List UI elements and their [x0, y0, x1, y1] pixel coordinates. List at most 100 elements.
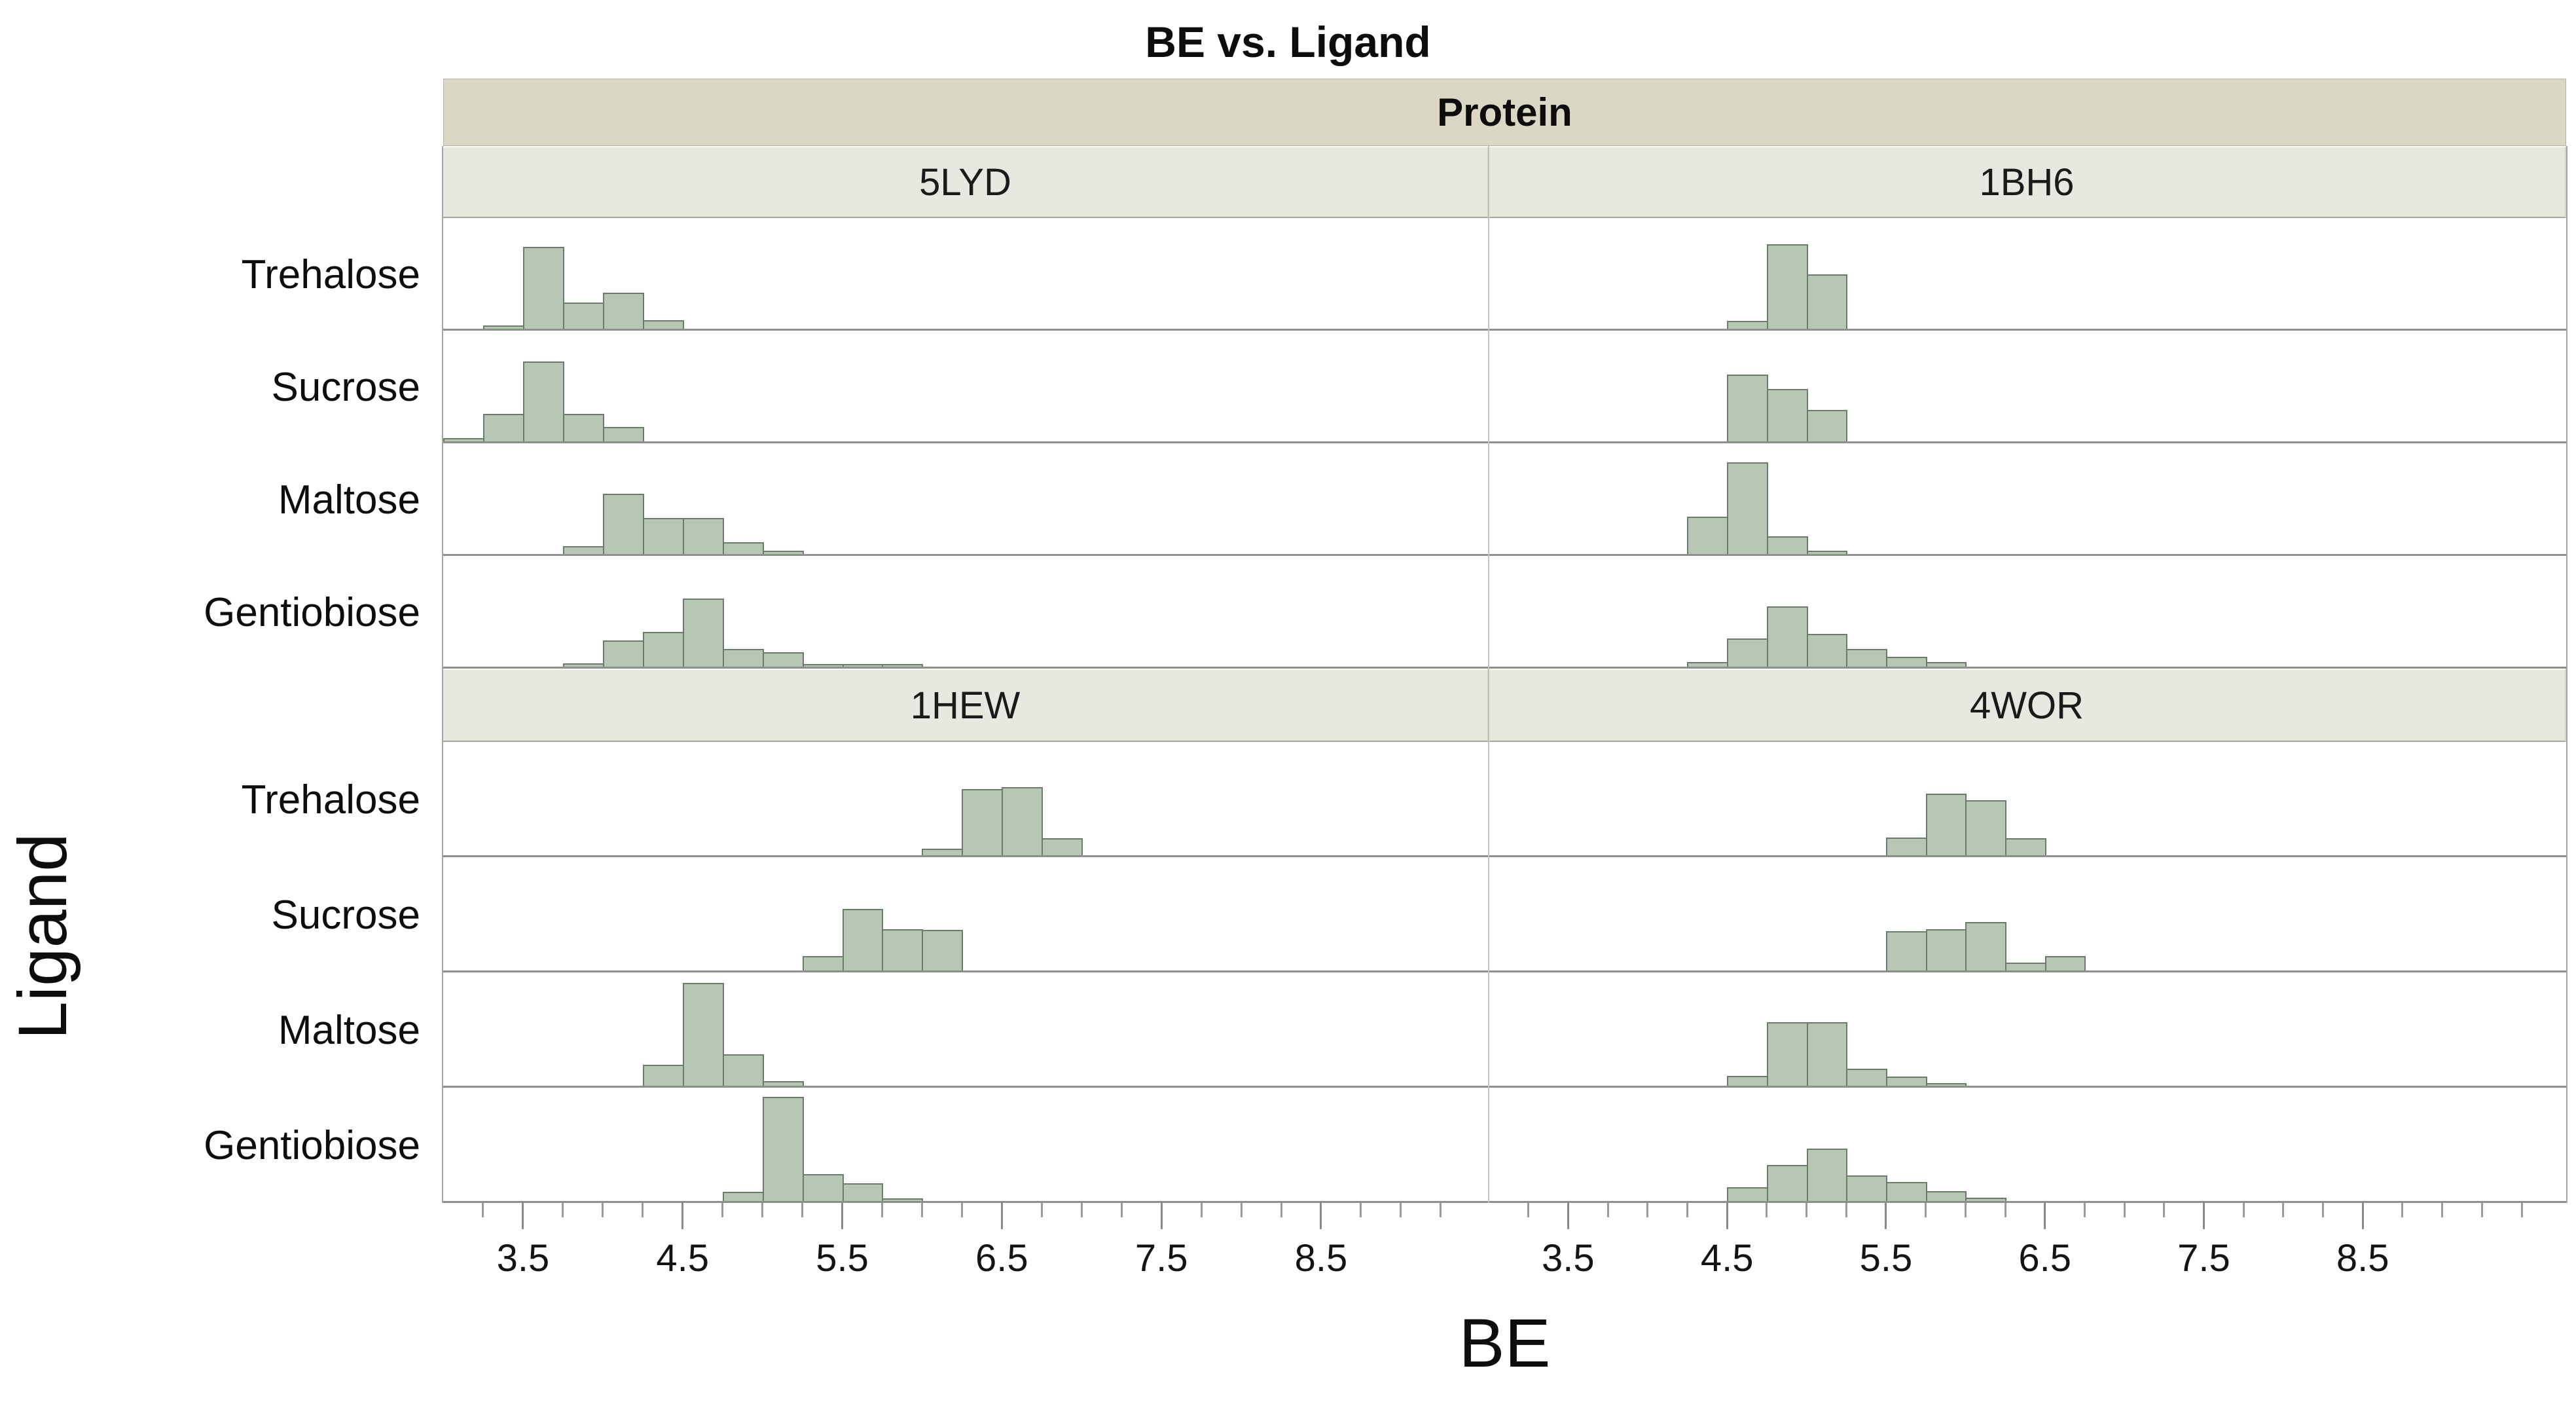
axis-major-tick	[1726, 1203, 1728, 1229]
histogram-bar-4wor-sucrose	[2005, 963, 2046, 970]
histogram-bar-5lyd-trehalose	[562, 302, 604, 329]
histogram-bar-5lyd-gentiobiose	[762, 652, 804, 667]
axis-minor-tick	[2004, 1203, 2006, 1217]
axis-tick-label: 3.5	[496, 1237, 550, 1280]
facet-row-maltose-group2	[443, 972, 2566, 1088]
axis-minor-tick	[2441, 1203, 2444, 1217]
row-label-maltose: Maltose	[278, 477, 420, 523]
histogram-bar-1hew-maltose	[722, 1054, 764, 1086]
histogram-bar-1bh6-maltose	[1766, 536, 1808, 554]
histogram-bar-1bh6-gentiobiose	[1766, 606, 1808, 667]
histogram-bar-5lyd-gentiobiose	[802, 664, 844, 667]
histogram-bar-1hew-maltose	[682, 982, 724, 1086]
facet-row-sucrose-group1	[443, 331, 2566, 443]
histogram-bar-5lyd-gentiobiose	[722, 649, 764, 667]
histogram-bar-1hew-gentiobiose	[722, 1192, 764, 1201]
histogram-bar-1bh6-gentiobiose	[1925, 662, 1967, 667]
axis-minor-tick	[1805, 1203, 1808, 1217]
facet-row-trehalose-group1	[443, 218, 2566, 331]
histogram-bar-1bh6-trehalose	[1766, 244, 1808, 329]
axis-minor-tick	[2401, 1203, 2404, 1217]
histogram-bar-5lyd-sucrose	[602, 427, 644, 441]
histogram-bar-4wor-gentiobiose	[1925, 1190, 1967, 1201]
histogram-bar-1hew-trehalose	[1002, 786, 1043, 855]
histogram-bar-1hew-sucrose	[842, 908, 884, 970]
histogram-bar-5lyd-maltose	[642, 517, 684, 554]
axis-tick-label: 7.5	[1134, 1237, 1188, 1280]
axis-minor-tick	[1646, 1203, 1649, 1217]
histogram-bar-1hew-gentiobiose	[762, 1096, 804, 1201]
histogram-bar-1hew-gentiobiose	[882, 1198, 924, 1201]
histogram-bar-1bh6-gentiobiose	[1727, 638, 1768, 667]
histogram-bar-4wor-gentiobiose	[1885, 1181, 1927, 1201]
axis-minor-tick	[1240, 1203, 1243, 1217]
histogram-bar-1bh6-sucrose	[1806, 409, 1848, 441]
row-label-gentiobiose: Gentiobiose	[204, 589, 420, 635]
facet-row-maltose-group1	[443, 443, 2566, 556]
axis-tick-label: 8.5	[2336, 1237, 2389, 1280]
histogram-bar-5lyd-gentiobiose	[842, 664, 884, 667]
axis-tick-label: 6.5	[975, 1237, 1028, 1280]
axis-minor-tick	[761, 1203, 764, 1217]
axis-tick-label: 4.5	[656, 1237, 710, 1280]
protein-facet-header: Protein	[443, 79, 2566, 146]
histogram-bar-4wor-maltose	[1846, 1069, 1887, 1086]
histogram-bar-1bh6-sucrose	[1766, 388, 1808, 441]
histogram-bar-5lyd-sucrose	[443, 438, 484, 441]
axis-minor-tick	[1400, 1203, 1402, 1217]
histogram-bar-1bh6-maltose	[1727, 462, 1768, 554]
histogram-bar-1hew-maltose	[762, 1081, 804, 1086]
plot-right-edge	[2566, 146, 2567, 1203]
axis-minor-tick	[1766, 1203, 1768, 1217]
histogram-bar-1hew-trehalose	[922, 848, 964, 855]
axis-minor-tick	[2083, 1203, 2086, 1217]
axis-minor-tick	[1040, 1203, 1043, 1217]
axis-minor-tick	[2123, 1203, 2126, 1217]
axis-minor-tick	[1925, 1203, 1927, 1217]
axis-tick-label: 7.5	[2177, 1237, 2230, 1280]
axis-minor-tick	[2480, 1203, 2483, 1217]
histogram-bar-5lyd-trehalose	[642, 320, 684, 329]
facet-strip-label-4wor: 4WOR	[1970, 684, 2084, 727]
histogram-bar-1hew-trehalose	[962, 789, 1004, 855]
axis-major-tick	[1567, 1203, 1569, 1229]
facet-row-gentiobiose-group1	[443, 556, 2566, 669]
axis-tick-label: 5.5	[816, 1237, 869, 1280]
x-axis-title: BE	[1459, 1305, 1551, 1382]
histogram-bar-4wor-sucrose	[1965, 922, 2006, 970]
axis-minor-tick	[1280, 1203, 1282, 1217]
axis-minor-tick	[801, 1203, 804, 1217]
histogram-bar-5lyd-gentiobiose	[882, 664, 924, 667]
axis-minor-tick	[1964, 1203, 1967, 1217]
histogram-bar-4wor-maltose	[1885, 1077, 1927, 1086]
axis-minor-tick	[482, 1203, 484, 1217]
axis-minor-tick	[1440, 1203, 1442, 1217]
histogram-bar-4wor-maltose	[1806, 1022, 1848, 1086]
axis-minor-tick	[602, 1203, 604, 1217]
histogram-bar-4wor-maltose	[1727, 1075, 1768, 1086]
histogram-bar-4wor-gentiobiose	[1846, 1175, 1887, 1201]
facet-strip-label-1bh6: 1BH6	[1979, 160, 2075, 204]
chart-title: BE vs. Ligand	[1145, 18, 1431, 66]
panel-divider	[1488, 146, 1489, 1203]
histogram-bar-1bh6-gentiobiose	[1806, 633, 1848, 667]
histogram-bar-1bh6-sucrose	[1727, 375, 1768, 441]
axis-minor-tick	[1527, 1203, 1530, 1217]
histogram-bar-4wor-trehalose	[2005, 838, 2046, 855]
histogram-bar-5lyd-trehalose	[602, 292, 644, 329]
facet-strip-5lyd: 5LYD	[443, 146, 1489, 218]
row-label-sucrose: Sucrose	[271, 364, 420, 410]
histogram-bar-5lyd-sucrose	[562, 414, 604, 441]
histogram-bar-1bh6-maltose	[1806, 551, 1848, 554]
histogram-bar-5lyd-sucrose	[522, 361, 564, 441]
axis-tick-label: 6.5	[2018, 1237, 2072, 1280]
row-label-trehalose: Trehalose	[241, 251, 420, 297]
plot-left-edge	[442, 146, 443, 1203]
axis-major-tick	[1885, 1203, 1887, 1229]
histogram-bar-4wor-gentiobiose	[1766, 1165, 1808, 1201]
histogram-bar-5lyd-sucrose	[482, 414, 524, 441]
axis-major-tick	[1320, 1203, 1322, 1229]
histogram-bar-5lyd-maltose	[682, 517, 724, 554]
